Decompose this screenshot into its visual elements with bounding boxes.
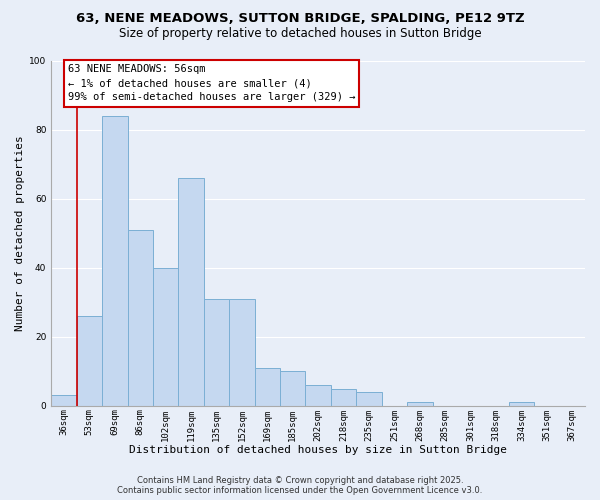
Bar xyxy=(356,392,382,406)
Bar xyxy=(77,316,102,406)
Text: Contains HM Land Registry data © Crown copyright and database right 2025.
Contai: Contains HM Land Registry data © Crown c… xyxy=(118,476,482,495)
Text: 63, NENE MEADOWS, SUTTON BRIDGE, SPALDING, PE12 9TZ: 63, NENE MEADOWS, SUTTON BRIDGE, SPALDIN… xyxy=(76,12,524,26)
Bar xyxy=(128,230,153,406)
Y-axis label: Number of detached properties: Number of detached properties xyxy=(15,136,25,332)
Bar xyxy=(407,402,433,406)
Bar xyxy=(509,402,534,406)
Bar xyxy=(51,396,77,406)
Bar xyxy=(254,368,280,406)
Bar xyxy=(280,372,305,406)
Bar xyxy=(178,178,204,406)
Bar xyxy=(204,299,229,406)
Bar xyxy=(305,385,331,406)
X-axis label: Distribution of detached houses by size in Sutton Bridge: Distribution of detached houses by size … xyxy=(129,445,507,455)
Bar xyxy=(229,299,254,406)
Bar xyxy=(153,268,178,406)
Text: 63 NENE MEADOWS: 56sqm
← 1% of detached houses are smaller (4)
99% of semi-detac: 63 NENE MEADOWS: 56sqm ← 1% of detached … xyxy=(68,64,355,102)
Bar xyxy=(331,388,356,406)
Bar xyxy=(102,116,128,406)
Text: Size of property relative to detached houses in Sutton Bridge: Size of property relative to detached ho… xyxy=(119,28,481,40)
